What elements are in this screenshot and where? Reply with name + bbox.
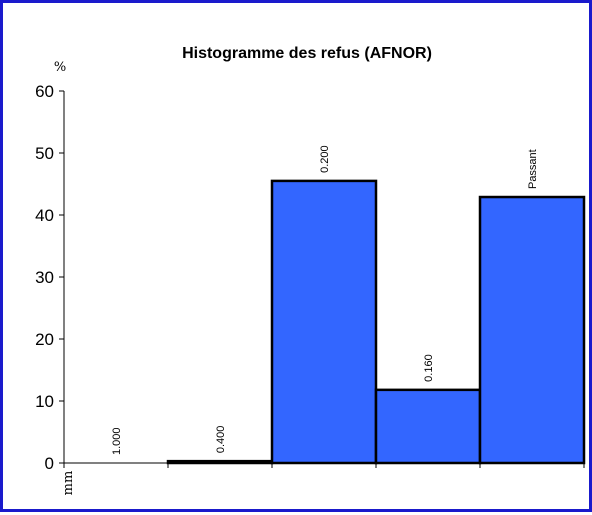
y-tick-label: 0 bbox=[45, 454, 54, 473]
y-tick-label: 10 bbox=[35, 392, 54, 411]
bar bbox=[374, 388, 482, 465]
bar-category-label: 0.400 bbox=[215, 426, 227, 454]
bar bbox=[166, 459, 274, 465]
y-tick-label: 30 bbox=[35, 268, 54, 287]
histogram-chart: Histogramme des refus (AFNOR) % mm 0 10 20… bbox=[35, 45, 586, 496]
bar-category-label: Passant bbox=[527, 149, 539, 189]
bar-labels: 1.000 0.400 0.200 0.160 Passant bbox=[111, 145, 539, 455]
axes: 0 10 20 30 40 50 60 bbox=[35, 82, 585, 473]
y-tick-label: 50 bbox=[35, 144, 54, 163]
bar-category-label: 1.000 bbox=[111, 427, 123, 455]
bar-category-label: 0.160 bbox=[423, 354, 435, 382]
bar-category-label: 0.200 bbox=[319, 145, 331, 173]
bar bbox=[270, 179, 378, 465]
y-tick-label: 40 bbox=[35, 206, 54, 225]
chart-title: Histogramme des refus (AFNOR) bbox=[182, 45, 432, 62]
bars bbox=[166, 179, 586, 465]
bar bbox=[478, 195, 586, 465]
y-axis-unit-label: % bbox=[54, 60, 66, 75]
x-axis-unit-label: mm bbox=[61, 471, 76, 496]
y-tick-label: 60 bbox=[35, 82, 54, 101]
y-tick-label: 20 bbox=[35, 330, 54, 349]
